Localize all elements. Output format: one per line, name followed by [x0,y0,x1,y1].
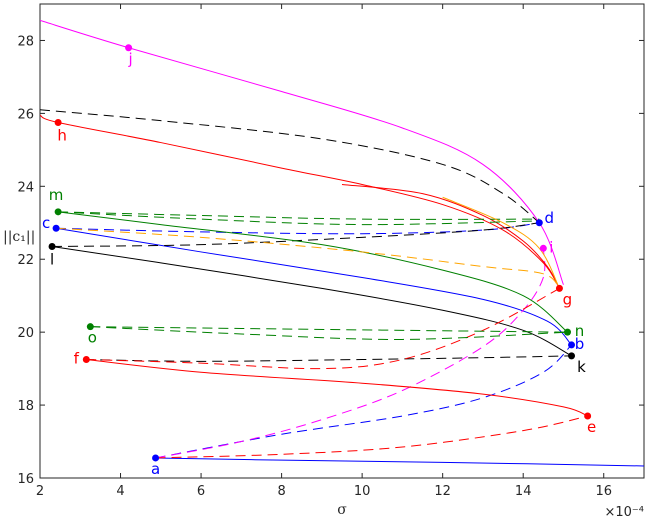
y-tick-label: 28 [17,34,34,49]
y-tick-label: 16 [17,472,34,487]
point-a-marker [152,454,160,462]
point-k-marker [568,352,576,360]
point-a-label: a [151,460,160,478]
series-group [40,19,644,467]
point-o-label: o [88,329,97,347]
series-green-dashed-18 [90,326,568,333]
point-m-marker [54,208,62,216]
series-blue-solid-2 [56,227,572,346]
point-e-marker [584,412,592,420]
point-i-marker [539,244,547,252]
x-tick-label: 6 [197,484,205,499]
x-tick-label: 14 [515,484,532,499]
x-tick-label: 12 [434,484,451,499]
series-black-dashed-6 [40,109,540,224]
series-magenta-solid-4 [40,19,564,285]
y-axis-label: ||c₁|| [3,229,35,245]
y-tick-label: 18 [17,399,34,414]
series-orange-solid-21 [442,196,560,289]
y-axis: 16 18 20 22 24 26 28 [17,34,644,487]
point-l-label: l [50,250,54,268]
series-blue-dashed-3 [56,222,540,235]
point-m-label: m [49,186,64,204]
series-orange-dashed-20 [56,227,560,289]
point-k-label: k [577,358,586,376]
x-tick-label: 4 [116,484,124,499]
plot-area: a b c d e f g h i j k l m n o [39,3,645,479]
point-g-label: g [563,290,573,308]
point-n-label: n [575,322,585,340]
x-tick-label: 16 [595,484,612,499]
point-f-marker [82,356,90,363]
point-j-marker [125,44,133,52]
series-green-dashed-19 [90,326,568,340]
point-d-label: d [545,209,555,227]
x-axis: 2 4 6 8 10 12 14 16 [36,4,612,499]
point-l-marker [48,242,56,250]
y-tick-label: 24 [17,180,34,195]
point-g-marker [555,284,563,292]
x-tick-label: 8 [277,484,285,499]
x-axis-label: σ [337,502,347,518]
point-b-label: b [575,335,585,353]
point-j-label: j [128,50,133,68]
series-green-solid-17 [58,211,568,333]
point-c-label: c [42,214,50,232]
y-tick-label: 26 [17,107,34,122]
point-n-marker [563,328,571,336]
series-blue-dashed-1 [155,344,572,459]
series-red-solid-11 [341,183,560,289]
x-axis-exponent: ×10⁻⁴ [604,505,644,520]
point-b-marker [568,341,576,349]
point-e-label: e [587,418,596,436]
series-black-dashed-8 [52,222,540,247]
y-tick-label: 22 [17,253,34,268]
series-blue-solid-0 [155,457,644,467]
series-black-solid-7 [52,245,572,357]
y-tick-label: 20 [17,326,34,341]
point-i-label: i [549,238,553,256]
point-h-marker [54,119,62,126]
series-red-solid-10 [40,114,560,289]
series-red-dashed-13 [86,287,560,370]
series-red-dashed-14 [155,415,588,459]
series-red-solid-12 [86,359,588,417]
x-tick-label: 10 [354,484,371,499]
series-green-dashed-15 [58,211,540,220]
series-black-dashed-9 [84,355,572,362]
series-green-dashed-16 [58,211,540,226]
axes-frame [39,3,645,479]
point-h-label: h [57,127,67,145]
point-f-label: f [74,350,80,368]
series-magenta-dashed-5 [155,248,546,459]
point-o-marker [86,323,94,331]
x-tick-label: 2 [36,484,44,499]
point-d-marker [535,219,543,227]
point-c-marker [52,224,60,232]
